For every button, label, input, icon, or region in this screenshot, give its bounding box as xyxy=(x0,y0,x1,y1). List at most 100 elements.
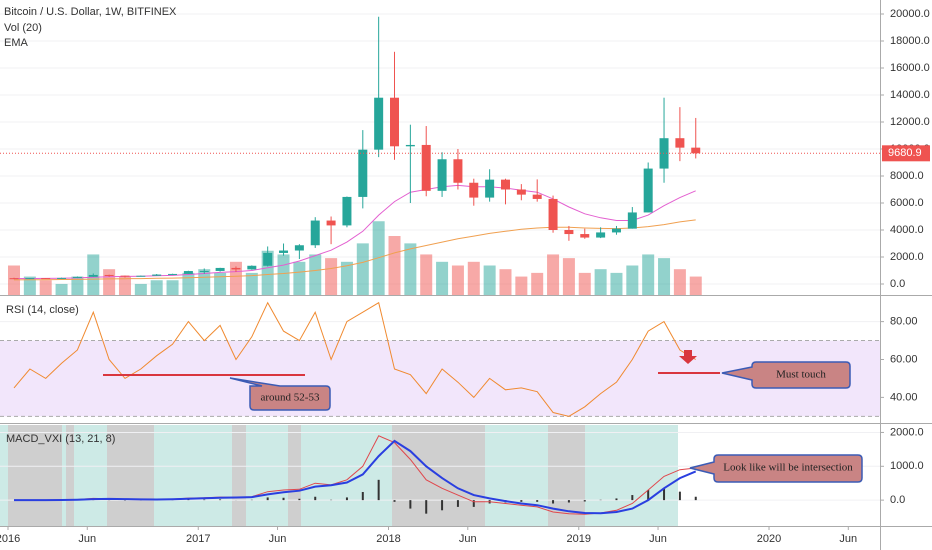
volume-bar xyxy=(658,258,671,295)
y-tick-label: 16000.0 xyxy=(890,62,930,74)
histogram-bar xyxy=(567,500,570,503)
histogram-bar xyxy=(393,500,396,502)
volume-bar xyxy=(229,261,242,295)
volume-bar xyxy=(182,272,195,295)
y-tick-label: 14000.0 xyxy=(890,89,930,101)
histogram-bar xyxy=(583,500,586,502)
volume-bar xyxy=(214,272,227,295)
callout xyxy=(229,377,331,411)
rsi-title: RSI (14, close) xyxy=(6,304,79,316)
gray-zone xyxy=(107,425,154,526)
y-tick-label: 40.00 xyxy=(890,391,918,403)
candle-body xyxy=(500,179,510,190)
y-tick-label: 6000.0 xyxy=(890,197,924,209)
candle-body xyxy=(310,220,320,246)
gray-zone xyxy=(288,425,301,526)
volume-bar xyxy=(150,280,163,295)
volume-bar xyxy=(531,272,544,295)
volume-bar xyxy=(198,269,211,295)
candle-body xyxy=(294,245,304,251)
histogram-bar xyxy=(266,497,269,501)
histogram-bar xyxy=(219,499,222,501)
x-tick-label: 2020 xyxy=(757,533,781,545)
histogram-bar xyxy=(552,500,555,504)
histogram-bar xyxy=(631,495,634,501)
volume-bar xyxy=(388,236,401,295)
volume-bar xyxy=(578,272,591,295)
candle-body xyxy=(516,189,526,195)
candle-body xyxy=(627,212,637,229)
volume-bar xyxy=(134,283,147,295)
histogram-bar xyxy=(425,500,428,514)
last-price-box xyxy=(882,145,930,162)
volume-bar xyxy=(499,269,512,295)
macd-shading xyxy=(0,425,678,526)
candle-body xyxy=(437,159,447,191)
candle-body xyxy=(183,271,193,274)
callout xyxy=(721,361,851,389)
y-tick-label: 80.00 xyxy=(890,316,918,328)
candle-body xyxy=(390,97,400,147)
candle-body xyxy=(72,276,82,278)
candle-body xyxy=(57,277,67,279)
candle-body xyxy=(199,270,209,272)
volume-bar xyxy=(8,265,20,295)
volume-bar xyxy=(420,254,433,295)
volume-bar xyxy=(23,276,36,295)
x-tick-label: Jun xyxy=(459,533,477,545)
x-tick-label: Jun xyxy=(839,533,857,545)
histogram-bar xyxy=(298,498,301,501)
y-tick-label: 20000.0 xyxy=(890,8,930,20)
x-tick-label: 2017 xyxy=(186,533,210,545)
volume-bar xyxy=(166,280,179,295)
x-tick-label: 2018 xyxy=(376,533,400,545)
macd-title: MACD_VXI (13, 21, 8) xyxy=(6,433,115,445)
candle-body xyxy=(342,196,352,226)
y-tick-label: 60.00 xyxy=(890,353,918,365)
volume-bar xyxy=(356,243,369,295)
candle-body xyxy=(168,273,178,275)
x-tick-label: 2016 xyxy=(0,533,20,545)
volume-bar xyxy=(340,261,353,295)
volume-bar xyxy=(689,276,702,295)
volume-bar xyxy=(39,280,52,295)
line xyxy=(13,301,696,417)
histogram-bar xyxy=(678,491,681,501)
candle-body xyxy=(421,144,431,191)
ema-label: EMA xyxy=(4,37,29,49)
candle-body xyxy=(469,182,479,198)
candle-body xyxy=(263,252,273,266)
volume-bar xyxy=(404,243,417,295)
volume-bar xyxy=(309,254,322,295)
histogram-bar xyxy=(361,492,364,501)
candle-body xyxy=(136,275,146,277)
annotation-text: around 52-53 xyxy=(261,392,320,404)
volume-bar xyxy=(293,261,306,295)
candle-body xyxy=(247,265,257,270)
volume-bar xyxy=(451,265,464,295)
candle-body xyxy=(596,232,606,238)
candle-body xyxy=(405,144,415,147)
candle-body xyxy=(25,278,35,280)
y-tick-label: 18000.0 xyxy=(890,35,930,47)
volume-bar xyxy=(483,265,496,295)
histogram-bar xyxy=(377,479,380,501)
x-tick-label: Jun xyxy=(269,533,287,545)
volume-bar xyxy=(118,276,131,295)
candle-body xyxy=(691,147,701,154)
volume-bar xyxy=(673,269,686,295)
histogram-bar xyxy=(441,500,444,511)
candle-body xyxy=(120,275,130,277)
histogram-bar xyxy=(314,496,317,501)
histogram-bar xyxy=(409,500,412,509)
annotation-intersection: Look like will be intersection xyxy=(689,454,863,483)
line xyxy=(13,219,696,281)
y-tick-label: 0.0 xyxy=(890,278,905,290)
candle-body xyxy=(9,278,19,280)
volume-bar xyxy=(626,265,639,295)
candle-body xyxy=(279,250,289,253)
volume-bar xyxy=(467,261,480,295)
histogram-bar xyxy=(663,488,666,501)
plot-layer: 0.02000.04000.06000.08000.010000.012000.… xyxy=(0,8,930,545)
volume-bar xyxy=(610,272,623,295)
